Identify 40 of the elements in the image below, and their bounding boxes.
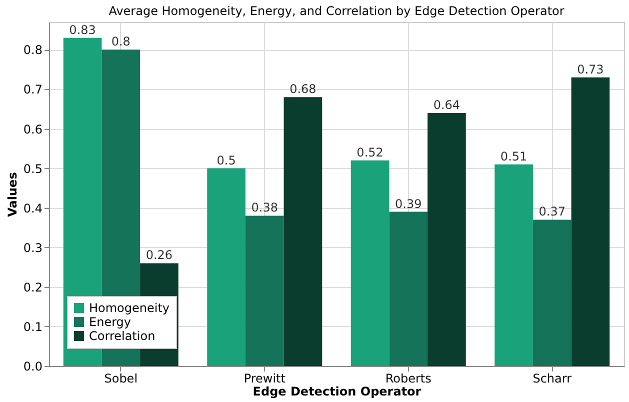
y-tick-label: 0.1 [23, 320, 42, 334]
y-tick-label: 0.8 [23, 43, 42, 58]
data-label: 0.8 [111, 34, 130, 49]
data-label: 0.51 [500, 149, 528, 164]
bar [571, 77, 610, 366]
data-label: 0.68 [290, 82, 316, 96]
bar [350, 160, 390, 366]
y-tick-label: 0.3 [23, 240, 42, 255]
y-tick-label: 0.7 [23, 82, 42, 97]
x-tick-label: Prewitt [244, 372, 286, 386]
y-axis-title: Values [5, 172, 20, 217]
data-label: 0.64 [433, 98, 460, 112]
chart-title: Average Homogeneity, Energy, and Correlation by Edge Detection Operator [108, 4, 564, 18]
x-axis-title: Edge Detection Operator [252, 384, 422, 398]
bar [245, 216, 284, 366]
y-tick-label: 0.0 [23, 360, 42, 374]
bar [494, 164, 533, 366]
data-label: 0.38 [251, 200, 278, 215]
data-label: 0.37 [538, 204, 566, 219]
data-label: 0.73 [577, 62, 604, 76]
y-tick-label: 0.6 [23, 122, 42, 136]
bar [532, 220, 572, 366]
x-tick-label: Roberts [385, 372, 432, 386]
bar [428, 112, 466, 366]
data-label: 0.83 [69, 22, 96, 37]
x-tick-label: Scharr [532, 372, 572, 386]
legend-label: Energy [89, 315, 132, 329]
data-label: 0.26 [146, 248, 173, 262]
y-tick-label: 0.5 [23, 162, 42, 176]
y-tick-label: 0.2 [23, 280, 42, 294]
bar [207, 168, 246, 366]
legend-label: Correlation [89, 329, 156, 343]
x-tick-label: Sobel [104, 372, 138, 386]
y-tick-label: 0.4 [23, 201, 42, 216]
data-label: 0.5 [216, 153, 236, 168]
bar [284, 97, 322, 366]
bar [389, 212, 428, 366]
data-label: 0.52 [356, 145, 384, 160]
data-label: 0.39 [395, 196, 422, 211]
legend-label: Homogeneity [89, 301, 170, 315]
